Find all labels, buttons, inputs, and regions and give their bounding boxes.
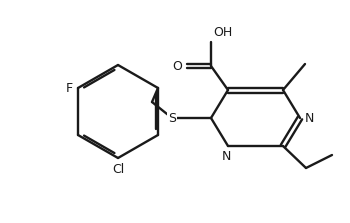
Text: S: S [168, 112, 176, 124]
Text: F: F [66, 81, 73, 95]
Text: Cl: Cl [112, 163, 124, 176]
Text: O: O [172, 60, 182, 72]
Text: N: N [221, 150, 231, 163]
Text: OH: OH [213, 26, 232, 39]
Text: N: N [305, 112, 314, 124]
